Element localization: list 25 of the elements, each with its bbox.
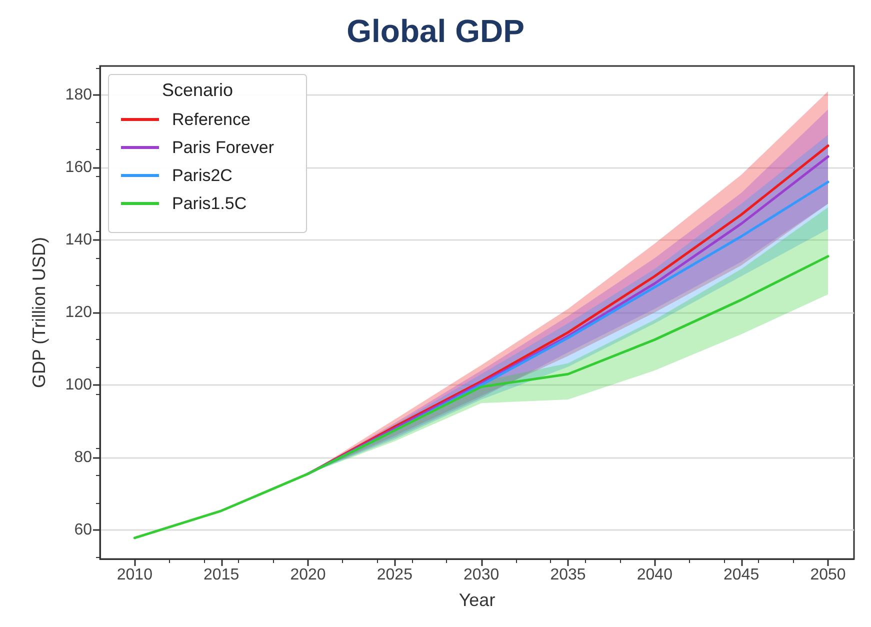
y-tick-label: 60	[74, 522, 92, 538]
x-tick-label: 2040	[636, 566, 673, 584]
y-tick-label: 120	[65, 304, 92, 321]
y-tick-label: 80	[74, 449, 92, 466]
x-tick-label: 2015	[204, 566, 240, 584]
x-tick-label: 2030	[464, 566, 500, 584]
y-tick-label: 160	[65, 159, 92, 176]
x-axis-title: Year	[458, 590, 496, 610]
y-tick-label: 100	[65, 376, 92, 394]
legend-label: Paris1.5C	[172, 194, 247, 213]
chart-title: Global GDP	[346, 13, 524, 49]
x-tick-label: 2050	[810, 566, 846, 584]
y-tick-label: 140	[65, 232, 92, 248]
y-axis-title: GDP (Trillion USD)	[29, 236, 49, 388]
x-tick-label: 2010	[116, 566, 153, 584]
legend-label: Paris2C	[172, 166, 232, 185]
x-tick-label: 2045	[724, 566, 760, 584]
x-tick-label: 2025	[376, 566, 413, 584]
x-tick-label: 2035	[550, 566, 586, 584]
legend-label: Paris Forever	[172, 138, 274, 157]
y-tick-label: 180	[65, 86, 92, 104]
line-series	[133, 255, 830, 540]
legend-title: Scenario	[162, 80, 234, 100]
x-tick-label: 2020	[290, 566, 326, 584]
legend-label: Reference	[172, 110, 250, 129]
